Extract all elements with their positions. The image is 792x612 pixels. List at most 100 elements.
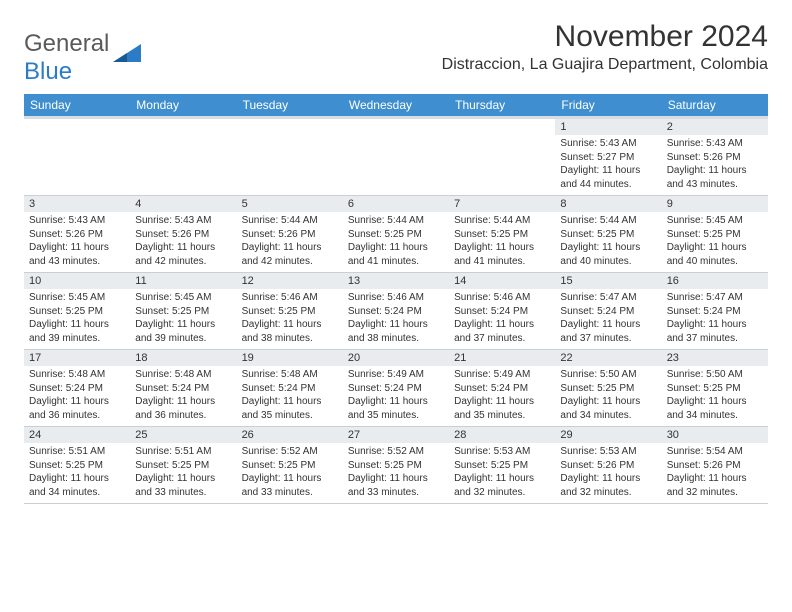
calendar-week-row: 10Sunrise: 5:45 AMSunset: 5:25 PMDayligh… (24, 273, 768, 350)
day-day1: Daylight: 11 hours (560, 395, 656, 409)
day-details: Sunrise: 5:47 AMSunset: 5:24 PMDaylight:… (662, 289, 768, 349)
day-day2: and 41 minutes. (348, 255, 444, 269)
calendar-day-cell: 5Sunrise: 5:44 AMSunset: 5:26 PMDaylight… (237, 196, 343, 273)
day-sunset: Sunset: 5:25 PM (667, 382, 763, 396)
calendar-body: 1Sunrise: 5:43 AMSunset: 5:27 PMDaylight… (24, 118, 768, 504)
day-day2: and 43 minutes. (667, 178, 763, 192)
day-day2: and 35 minutes. (348, 409, 444, 423)
calendar-day-cell: 15Sunrise: 5:47 AMSunset: 5:24 PMDayligh… (555, 273, 661, 350)
day-sunset: Sunset: 5:24 PM (135, 382, 231, 396)
day-sunset: Sunset: 5:25 PM (135, 459, 231, 473)
day-details: Sunrise: 5:44 AMSunset: 5:25 PMDaylight:… (555, 212, 661, 272)
day-number: 28 (449, 427, 555, 443)
day-sunset: Sunset: 5:27 PM (560, 151, 656, 165)
day-day2: and 41 minutes. (454, 255, 550, 269)
day-sunrise: Sunrise: 5:48 AM (135, 368, 231, 382)
day-number: 29 (555, 427, 661, 443)
day-sunrise: Sunrise: 5:45 AM (29, 291, 125, 305)
day-sunrise: Sunrise: 5:52 AM (242, 445, 338, 459)
day-day1: Daylight: 11 hours (348, 395, 444, 409)
day-number: 27 (343, 427, 449, 443)
day-day2: and 42 minutes. (242, 255, 338, 269)
day-day2: and 34 minutes. (560, 409, 656, 423)
calendar-day-cell: 16Sunrise: 5:47 AMSunset: 5:24 PMDayligh… (662, 273, 768, 350)
day-day1: Daylight: 11 hours (29, 472, 125, 486)
day-day2: and 43 minutes. (29, 255, 125, 269)
day-sunrise: Sunrise: 5:51 AM (29, 445, 125, 459)
day-day2: and 36 minutes. (29, 409, 125, 423)
day-sunset: Sunset: 5:24 PM (348, 305, 444, 319)
day-details: Sunrise: 5:46 AMSunset: 5:24 PMDaylight:… (343, 289, 449, 349)
day-day2: and 32 minutes. (454, 486, 550, 500)
day-sunset: Sunset: 5:25 PM (135, 305, 231, 319)
day-number: 23 (662, 350, 768, 366)
calendar-day-cell: 17Sunrise: 5:48 AMSunset: 5:24 PMDayligh… (24, 350, 130, 427)
day-day1: Daylight: 11 hours (454, 241, 550, 255)
calendar-week-row: 1Sunrise: 5:43 AMSunset: 5:27 PMDaylight… (24, 118, 768, 196)
day-number: 25 (130, 427, 236, 443)
calendar-day-cell (24, 118, 130, 196)
day-sunrise: Sunrise: 5:48 AM (242, 368, 338, 382)
day-sunrise: Sunrise: 5:44 AM (560, 214, 656, 228)
day-sunrise: Sunrise: 5:46 AM (348, 291, 444, 305)
calendar-day-cell: 23Sunrise: 5:50 AMSunset: 5:25 PMDayligh… (662, 350, 768, 427)
day-day1: Daylight: 11 hours (348, 472, 444, 486)
day-details: Sunrise: 5:48 AMSunset: 5:24 PMDaylight:… (237, 366, 343, 426)
day-number: 12 (237, 273, 343, 289)
day-sunrise: Sunrise: 5:45 AM (667, 214, 763, 228)
day-day2: and 38 minutes. (242, 332, 338, 346)
day-number: 30 (662, 427, 768, 443)
day-sunrise: Sunrise: 5:48 AM (29, 368, 125, 382)
day-details: Sunrise: 5:53 AMSunset: 5:26 PMDaylight:… (555, 443, 661, 503)
day-day1: Daylight: 11 hours (242, 318, 338, 332)
day-sunrise: Sunrise: 5:50 AM (667, 368, 763, 382)
day-sunset: Sunset: 5:25 PM (29, 459, 125, 473)
day-details: Sunrise: 5:43 AMSunset: 5:26 PMDaylight:… (130, 212, 236, 272)
day-sunrise: Sunrise: 5:44 AM (454, 214, 550, 228)
day-day2: and 37 minutes. (454, 332, 550, 346)
calendar-day-cell: 10Sunrise: 5:45 AMSunset: 5:25 PMDayligh… (24, 273, 130, 350)
day-sunrise: Sunrise: 5:50 AM (560, 368, 656, 382)
day-day2: and 40 minutes. (560, 255, 656, 269)
calendar-day-cell (343, 118, 449, 196)
day-sunrise: Sunrise: 5:49 AM (454, 368, 550, 382)
day-sunset: Sunset: 5:24 PM (454, 382, 550, 396)
calendar-week-row: 24Sunrise: 5:51 AMSunset: 5:25 PMDayligh… (24, 427, 768, 504)
day-sunset: Sunset: 5:25 PM (560, 228, 656, 242)
calendar-week-row: 3Sunrise: 5:43 AMSunset: 5:26 PMDaylight… (24, 196, 768, 273)
day-day1: Daylight: 11 hours (135, 472, 231, 486)
calendar-day-cell: 28Sunrise: 5:53 AMSunset: 5:25 PMDayligh… (449, 427, 555, 504)
day-day2: and 36 minutes. (135, 409, 231, 423)
day-day1: Daylight: 11 hours (560, 164, 656, 178)
day-details: Sunrise: 5:46 AMSunset: 5:24 PMDaylight:… (449, 289, 555, 349)
calendar-day-cell: 12Sunrise: 5:46 AMSunset: 5:25 PMDayligh… (237, 273, 343, 350)
day-sunrise: Sunrise: 5:53 AM (560, 445, 656, 459)
day-day2: and 37 minutes. (560, 332, 656, 346)
day-sunrise: Sunrise: 5:49 AM (348, 368, 444, 382)
day-number: 11 (130, 273, 236, 289)
day-day1: Daylight: 11 hours (667, 472, 763, 486)
day-details: Sunrise: 5:45 AMSunset: 5:25 PMDaylight:… (662, 212, 768, 272)
day-day2: and 39 minutes. (135, 332, 231, 346)
calendar-day-cell: 13Sunrise: 5:46 AMSunset: 5:24 PMDayligh… (343, 273, 449, 350)
calendar-day-cell (237, 118, 343, 196)
day-sunset: Sunset: 5:24 PM (454, 305, 550, 319)
calendar-day-cell: 8Sunrise: 5:44 AMSunset: 5:25 PMDaylight… (555, 196, 661, 273)
day-day2: and 34 minutes. (29, 486, 125, 500)
day-details: Sunrise: 5:50 AMSunset: 5:25 PMDaylight:… (662, 366, 768, 426)
day-details: Sunrise: 5:49 AMSunset: 5:24 PMDaylight:… (449, 366, 555, 426)
day-details: Sunrise: 5:45 AMSunset: 5:25 PMDaylight:… (24, 289, 130, 349)
day-details: Sunrise: 5:50 AMSunset: 5:25 PMDaylight:… (555, 366, 661, 426)
weekday-header: Tuesday (237, 94, 343, 118)
day-sunset: Sunset: 5:26 PM (242, 228, 338, 242)
day-sunrise: Sunrise: 5:43 AM (667, 137, 763, 151)
day-day2: and 35 minutes. (454, 409, 550, 423)
calendar-day-cell (449, 118, 555, 196)
day-sunset: Sunset: 5:24 PM (348, 382, 444, 396)
day-sunset: Sunset: 5:26 PM (667, 151, 763, 165)
day-sunset: Sunset: 5:26 PM (560, 459, 656, 473)
day-number: 22 (555, 350, 661, 366)
day-sunrise: Sunrise: 5:47 AM (667, 291, 763, 305)
day-number: 6 (343, 196, 449, 212)
day-details: Sunrise: 5:51 AMSunset: 5:25 PMDaylight:… (24, 443, 130, 503)
